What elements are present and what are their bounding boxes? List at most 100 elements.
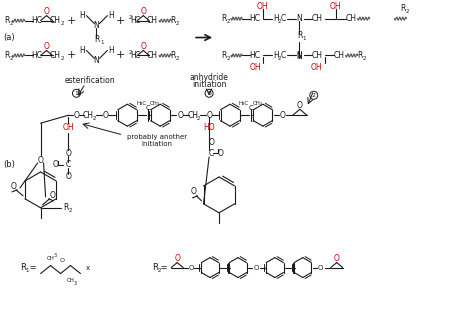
Text: O: O bbox=[334, 254, 340, 263]
Text: +: + bbox=[116, 16, 125, 26]
Text: O: O bbox=[189, 265, 194, 271]
Text: 3: 3 bbox=[74, 281, 77, 286]
Text: OH: OH bbox=[249, 63, 261, 72]
Text: O: O bbox=[53, 160, 58, 170]
Text: 2: 2 bbox=[93, 116, 96, 121]
Text: C: C bbox=[209, 149, 214, 157]
Text: =: = bbox=[27, 263, 36, 272]
Text: 2: 2 bbox=[68, 208, 72, 213]
Text: C: C bbox=[280, 51, 285, 60]
Text: OH: OH bbox=[311, 63, 323, 72]
Text: CH: CH bbox=[311, 14, 322, 23]
Text: N: N bbox=[93, 56, 99, 65]
Text: HO: HO bbox=[203, 123, 215, 132]
Text: anhydride: anhydride bbox=[190, 73, 228, 82]
Text: HC: HC bbox=[31, 16, 42, 25]
Text: H: H bbox=[109, 46, 114, 55]
Text: O: O bbox=[191, 187, 197, 196]
Text: O: O bbox=[102, 111, 109, 120]
Text: O: O bbox=[60, 258, 65, 263]
Text: R: R bbox=[152, 263, 158, 272]
Text: H: H bbox=[273, 51, 279, 60]
Text: O: O bbox=[218, 149, 224, 157]
Text: R: R bbox=[4, 51, 9, 60]
Text: CH: CH bbox=[311, 51, 322, 60]
Text: OH: OH bbox=[63, 123, 74, 132]
Text: OH: OH bbox=[257, 2, 269, 11]
Text: probably another: probably another bbox=[127, 134, 187, 140]
Text: R: R bbox=[4, 16, 9, 25]
Text: H₃C: H₃C bbox=[136, 101, 146, 106]
Text: O: O bbox=[50, 191, 55, 200]
Text: 2: 2 bbox=[227, 56, 230, 61]
Text: (b): (b) bbox=[4, 160, 16, 170]
Text: O: O bbox=[174, 254, 180, 263]
Text: HC: HC bbox=[249, 14, 260, 23]
Text: +: + bbox=[116, 51, 125, 60]
Text: C: C bbox=[280, 14, 285, 23]
Text: C: C bbox=[135, 51, 140, 60]
Text: O: O bbox=[208, 137, 214, 147]
Text: +: + bbox=[67, 16, 76, 26]
Text: 2: 2 bbox=[128, 50, 132, 55]
Text: 1: 1 bbox=[100, 40, 104, 45]
Text: esterification: esterification bbox=[65, 76, 116, 85]
Text: R: R bbox=[171, 51, 176, 60]
Text: CH: CH bbox=[345, 14, 356, 23]
Text: 2: 2 bbox=[363, 56, 366, 61]
Text: O: O bbox=[140, 42, 146, 51]
Text: (a): (a) bbox=[4, 33, 15, 42]
Text: 2: 2 bbox=[227, 19, 230, 24]
Text: C: C bbox=[146, 105, 151, 111]
Text: CH₃: CH₃ bbox=[253, 101, 263, 106]
Text: O: O bbox=[10, 182, 16, 192]
Text: C: C bbox=[248, 105, 253, 111]
Text: H: H bbox=[130, 51, 136, 60]
Text: 2: 2 bbox=[9, 21, 13, 26]
Text: H: H bbox=[80, 46, 85, 55]
Text: R: R bbox=[400, 4, 405, 13]
Text: 2: 2 bbox=[405, 9, 409, 14]
Text: N: N bbox=[296, 52, 301, 61]
Text: 2: 2 bbox=[176, 56, 180, 61]
Text: R: R bbox=[221, 14, 227, 23]
Text: O: O bbox=[206, 111, 212, 120]
Text: initiation: initiation bbox=[142, 141, 173, 147]
Text: 2: 2 bbox=[196, 116, 200, 121]
Text: CH: CH bbox=[50, 51, 61, 60]
Text: CH: CH bbox=[147, 51, 158, 60]
Text: O: O bbox=[140, 7, 146, 16]
Text: CH: CH bbox=[46, 256, 55, 261]
Text: N: N bbox=[296, 51, 301, 60]
Text: 2: 2 bbox=[176, 21, 180, 26]
Text: CH: CH bbox=[50, 16, 61, 25]
Text: R: R bbox=[297, 31, 302, 40]
Text: CH: CH bbox=[333, 51, 344, 60]
Text: OH: OH bbox=[330, 2, 342, 11]
Text: HC: HC bbox=[249, 51, 260, 60]
Text: O: O bbox=[177, 111, 183, 120]
Text: O: O bbox=[44, 7, 49, 16]
Text: 2: 2 bbox=[278, 56, 282, 61]
Text: 3: 3 bbox=[54, 253, 57, 258]
Text: O: O bbox=[44, 42, 49, 51]
Text: H: H bbox=[80, 11, 85, 20]
Text: initiation: initiation bbox=[192, 80, 226, 89]
Text: H₃C: H₃C bbox=[239, 101, 249, 106]
Text: 2: 2 bbox=[128, 15, 132, 20]
Text: CH: CH bbox=[66, 278, 74, 283]
Text: 1: 1 bbox=[74, 91, 78, 96]
Text: 1: 1 bbox=[302, 36, 306, 41]
Text: R: R bbox=[221, 51, 227, 60]
Text: x: x bbox=[85, 265, 90, 271]
Text: +: + bbox=[67, 51, 76, 60]
Text: O: O bbox=[318, 265, 323, 271]
Text: N: N bbox=[93, 21, 99, 30]
Text: 2: 2 bbox=[9, 56, 13, 61]
Text: O: O bbox=[253, 265, 259, 271]
Text: R: R bbox=[63, 203, 68, 212]
Text: O: O bbox=[65, 173, 72, 181]
Text: N: N bbox=[296, 14, 301, 23]
Text: 2: 2 bbox=[312, 93, 316, 98]
Text: R: R bbox=[20, 263, 26, 272]
